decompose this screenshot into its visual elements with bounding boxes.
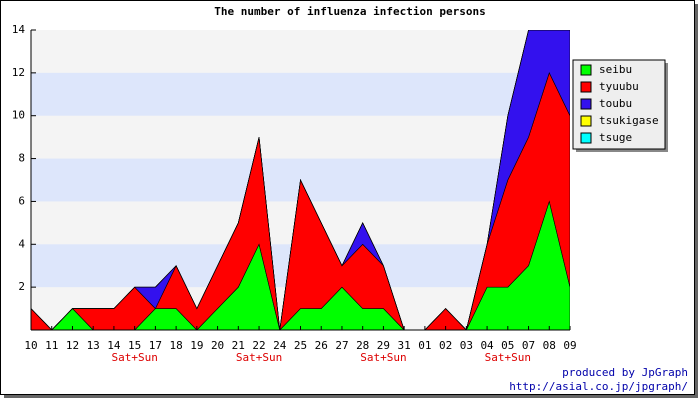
weekend-note: Sat+Sun <box>111 351 157 364</box>
x-tick-label: 20 <box>211 339 224 352</box>
x-tick-label: 08 <box>543 339 556 352</box>
x-tick-label: 04 <box>480 339 494 352</box>
grid-band <box>31 72 570 116</box>
legend-swatch <box>580 81 592 93</box>
legend-swatch <box>580 132 592 144</box>
x-tick-label: 05 <box>501 339 514 352</box>
weekend-note: Sat+Sun <box>485 351 531 364</box>
x-tick-label: 24 <box>273 339 287 352</box>
x-tick-label: 15 <box>128 339 141 352</box>
area <box>31 30 570 330</box>
x-tick-label: 12 <box>66 339 79 352</box>
x-tick-label: 11 <box>45 339 58 352</box>
x-tick-label: 07 <box>522 339 535 352</box>
x-tick-label: 10 <box>24 339 37 352</box>
credit: produced by JpGraph <box>562 366 688 379</box>
x-tick-label: 17 <box>149 339 162 352</box>
y-tick-label: 2 <box>18 280 25 293</box>
x-tick-label: 13 <box>87 339 100 352</box>
y-tick-label: 8 <box>18 152 25 165</box>
x-tick-label: 19 <box>190 339 203 352</box>
legend-label: tyuubu <box>599 80 639 93</box>
chart-title: The number of influenza infection person… <box>214 5 486 18</box>
x-tick-label: 25 <box>294 339 307 352</box>
legend-label: tsukigase <box>599 114 659 127</box>
x-tick-label: 03 <box>460 339 473 352</box>
x-tick-label: 29 <box>377 339 390 352</box>
y-tick-label: 4 <box>18 237 25 250</box>
y-tick-label: 14 <box>12 23 26 36</box>
x-tick-label: 31 <box>398 339 411 352</box>
x-tick-label: 21 <box>232 339 245 352</box>
y-tick-label: 6 <box>18 194 25 207</box>
weekend-note: Sat+Sun <box>236 351 282 364</box>
legend-label: seibu <box>599 63 632 76</box>
legend-swatch <box>580 64 592 76</box>
legend-swatch <box>580 115 592 127</box>
y-tick-label: 12 <box>12 66 25 79</box>
credit: http://asial.co.jp/jpgraph/ <box>509 380 688 393</box>
x-tick-label: 14 <box>107 339 121 352</box>
x-tick-label: 22 <box>252 339 265 352</box>
x-tick-label: 26 <box>315 339 328 352</box>
y-tick-label: 10 <box>12 109 25 122</box>
x-tick-label: 27 <box>335 339 348 352</box>
x-tick-label: 01 <box>418 339 431 352</box>
x-tick-label: 02 <box>439 339 452 352</box>
x-tick-label: 28 <box>356 339 369 352</box>
x-tick-label: 18 <box>169 339 182 352</box>
legend-label: tsuge <box>599 131 632 144</box>
legend-label: toubu <box>599 97 632 110</box>
legend-swatch <box>580 98 592 110</box>
weekend-note: Sat+Sun <box>360 351 406 364</box>
x-tick-label: 09 <box>563 339 576 352</box>
